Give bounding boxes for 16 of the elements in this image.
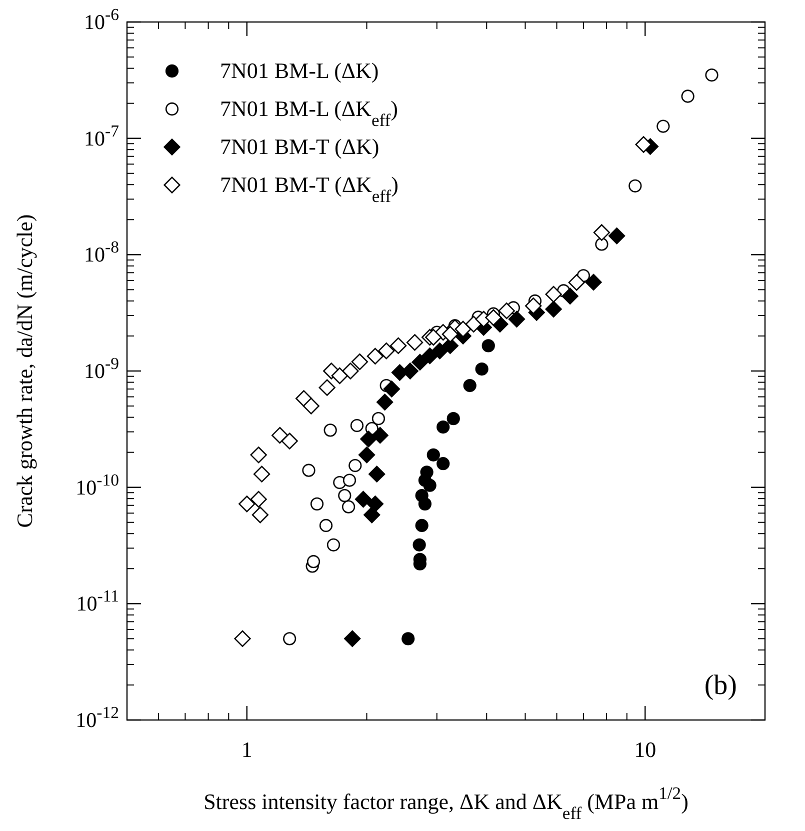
x-axis-title: Stress intensity factor range, ΔK and ΔK$_{eff}$ (MPa m$^{1/2}$) bbox=[204, 783, 688, 823]
legend-label: 7N01 BM-T (ΔK$_{eff}$) bbox=[220, 172, 398, 206]
x-tick-label: 10 bbox=[634, 737, 656, 762]
legend-label: 7N01 BM-T (ΔK) bbox=[220, 134, 380, 159]
annotation: (b) bbox=[704, 670, 737, 701]
y-tick-label: 10$^{-7}$ bbox=[84, 120, 119, 150]
y-tick-label: 10$^{-8}$ bbox=[84, 237, 119, 267]
y-tick-label: 10$^{-6}$ bbox=[84, 4, 119, 34]
x-tick-label: 1 bbox=[241, 737, 252, 762]
y-axis-title: Crack growth rate, da/dN (m/cycle) bbox=[12, 214, 37, 528]
y-tick-label: 10$^{-9}$ bbox=[84, 354, 119, 383]
legend-label: 7N01 BM-L (ΔK) bbox=[220, 58, 379, 83]
y-tick-label: 10$^{-11}$ bbox=[76, 586, 119, 616]
y-tick-label: 10$^{-12}$ bbox=[76, 702, 119, 732]
y-tick-label: 10$^{-10}$ bbox=[76, 470, 119, 500]
legend-label: 7N01 BM-L (ΔK$_{eff}$) bbox=[220, 96, 398, 130]
